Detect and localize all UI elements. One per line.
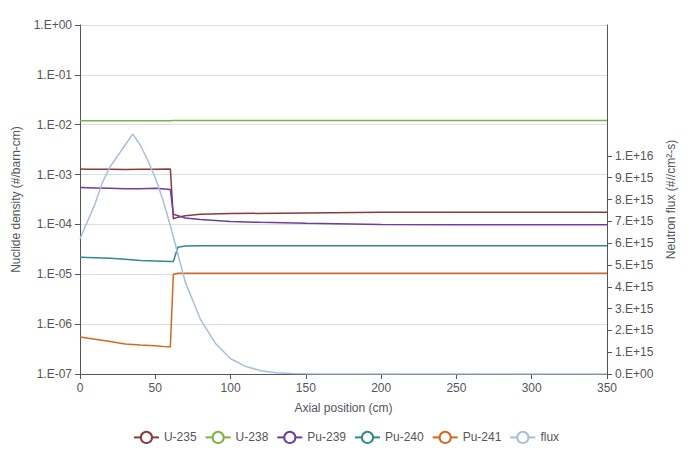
svg-text:flux: flux — [540, 430, 559, 444]
svg-text:3.E+15: 3.E+15 — [615, 302, 654, 316]
svg-text:1.E+15: 1.E+15 — [615, 345, 654, 359]
svg-text:100: 100 — [221, 381, 241, 395]
svg-text:Pu-239: Pu-239 — [307, 430, 346, 444]
svg-text:4.E+15: 4.E+15 — [615, 280, 654, 294]
svg-text:Neutron flux (#//cm²-s): Neutron flux (#//cm²-s) — [664, 140, 678, 259]
svg-text:1.E+16: 1.E+16 — [615, 149, 654, 163]
svg-text:U-238: U-238 — [236, 430, 269, 444]
svg-text:300: 300 — [522, 381, 542, 395]
svg-text:1.E-01: 1.E-01 — [37, 68, 73, 82]
svg-text:1.E-05: 1.E-05 — [37, 267, 73, 281]
svg-text:8.E+15: 8.E+15 — [615, 193, 654, 207]
svg-text:7.E+15: 7.E+15 — [615, 214, 654, 228]
svg-text:Axial position (cm): Axial position (cm) — [294, 401, 392, 415]
svg-text:1.E-02: 1.E-02 — [37, 118, 73, 132]
svg-text:50: 50 — [149, 381, 163, 395]
svg-text:2.E+15: 2.E+15 — [615, 323, 654, 337]
svg-text:9.E+15: 9.E+15 — [615, 171, 654, 185]
svg-text:1.E-07: 1.E-07 — [37, 367, 73, 381]
svg-text:U-235: U-235 — [164, 430, 197, 444]
svg-text:6.E+15: 6.E+15 — [615, 236, 654, 250]
svg-text:200: 200 — [371, 381, 391, 395]
svg-text:350: 350 — [597, 381, 617, 395]
svg-text:1.E-06: 1.E-06 — [37, 317, 73, 331]
svg-text:1.E-04: 1.E-04 — [37, 217, 73, 231]
svg-text:Pu-240: Pu-240 — [385, 430, 424, 444]
svg-text:Pu-241: Pu-241 — [463, 430, 502, 444]
svg-text:150: 150 — [296, 381, 316, 395]
svg-text:1.E-03: 1.E-03 — [37, 168, 73, 182]
svg-text:250: 250 — [446, 381, 466, 395]
svg-text:0: 0 — [77, 381, 84, 395]
svg-text:Nuclide density (#/barn-cm): Nuclide density (#/barn-cm) — [9, 126, 23, 273]
svg-text:0.E+00: 0.E+00 — [615, 367, 654, 381]
svg-text:5.E+15: 5.E+15 — [615, 258, 654, 272]
svg-text:1.E+00: 1.E+00 — [34, 18, 73, 32]
